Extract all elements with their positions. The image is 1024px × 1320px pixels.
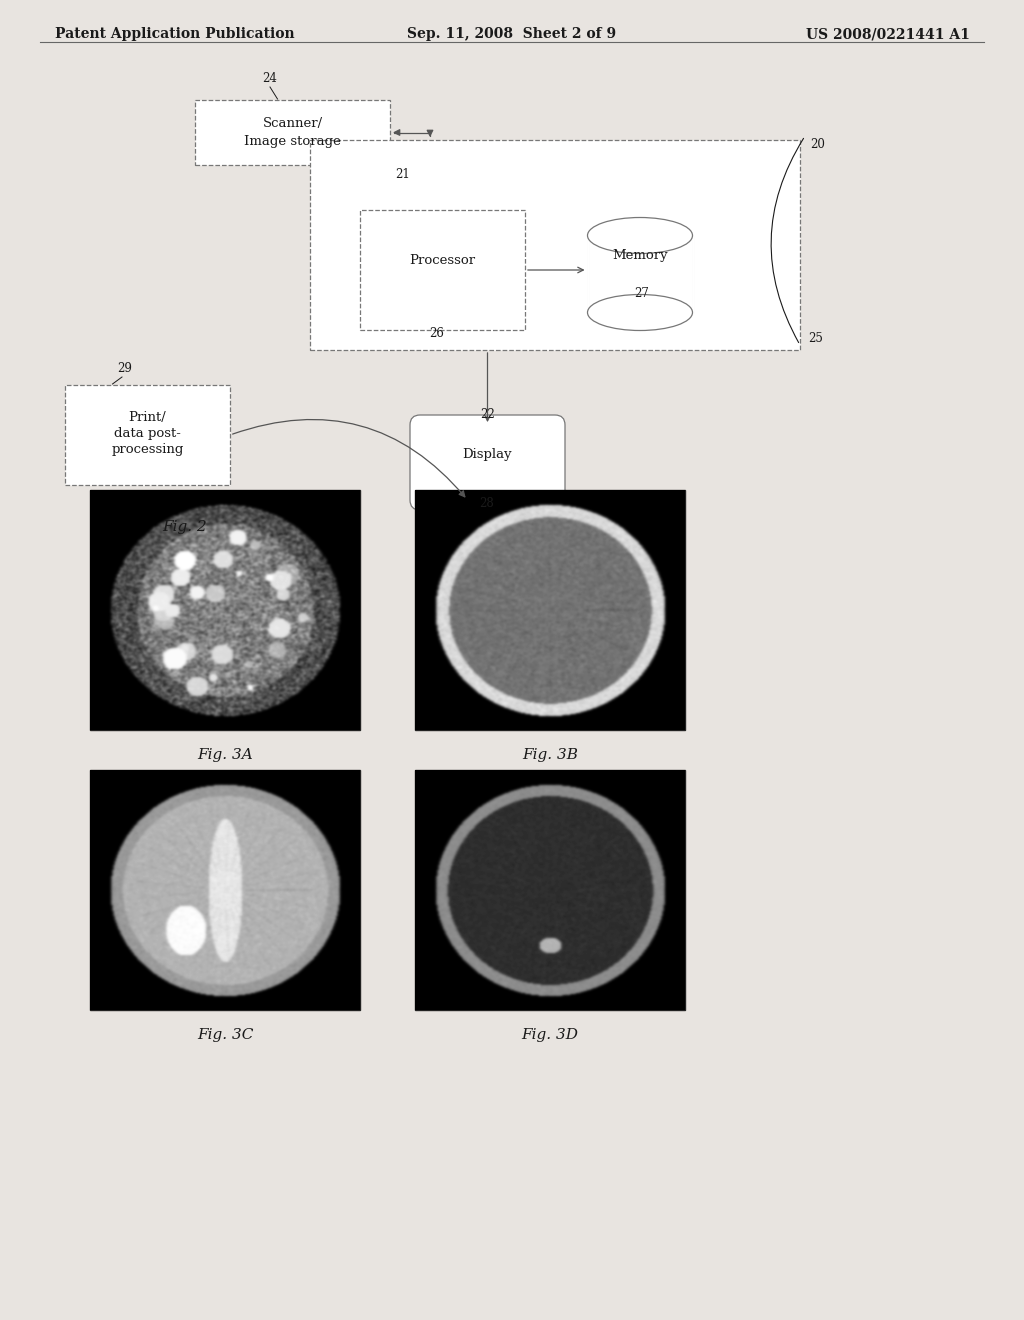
Text: Scanner/: Scanner/ (262, 117, 323, 129)
Text: Fig. 3D: Fig. 3D (521, 1028, 579, 1041)
Text: data post-: data post- (114, 426, 181, 440)
Bar (90, 490, 360, 730)
Bar (415, 770, 685, 1010)
Ellipse shape (588, 218, 692, 253)
Text: 25: 25 (808, 333, 823, 345)
Bar (195, 100, 390, 165)
Bar (65, 385, 230, 484)
Text: US 2008/0221441 A1: US 2008/0221441 A1 (806, 26, 970, 41)
Bar (588, 235, 692, 313)
Text: 21: 21 (395, 169, 410, 181)
Text: Memory: Memory (612, 248, 668, 261)
FancyBboxPatch shape (410, 414, 565, 510)
Text: 22: 22 (480, 408, 495, 421)
Text: processing: processing (112, 442, 183, 455)
Text: Fig. 3C: Fig. 3C (197, 1028, 253, 1041)
Ellipse shape (588, 294, 692, 330)
Bar (310, 140, 800, 350)
Bar (360, 210, 525, 330)
Text: Image storage: Image storage (244, 135, 341, 148)
Text: 28: 28 (479, 498, 495, 510)
Text: Processor: Processor (410, 253, 475, 267)
Text: 27: 27 (635, 286, 649, 300)
Text: Patent Application Publication: Patent Application Publication (55, 26, 295, 41)
Text: Sep. 11, 2008  Sheet 2 of 9: Sep. 11, 2008 Sheet 2 of 9 (408, 26, 616, 41)
Text: Fig. 2: Fig. 2 (163, 520, 208, 535)
Text: 26: 26 (429, 327, 444, 341)
Text: Print/: Print/ (129, 411, 166, 424)
Text: Display: Display (463, 447, 512, 461)
Text: 20: 20 (810, 139, 825, 150)
Text: 29: 29 (118, 362, 132, 375)
Text: Fig. 3B: Fig. 3B (522, 748, 578, 762)
Bar (90, 770, 360, 1010)
Text: 24: 24 (262, 73, 278, 84)
Text: Fig. 3A: Fig. 3A (198, 748, 253, 762)
Bar (415, 490, 685, 730)
